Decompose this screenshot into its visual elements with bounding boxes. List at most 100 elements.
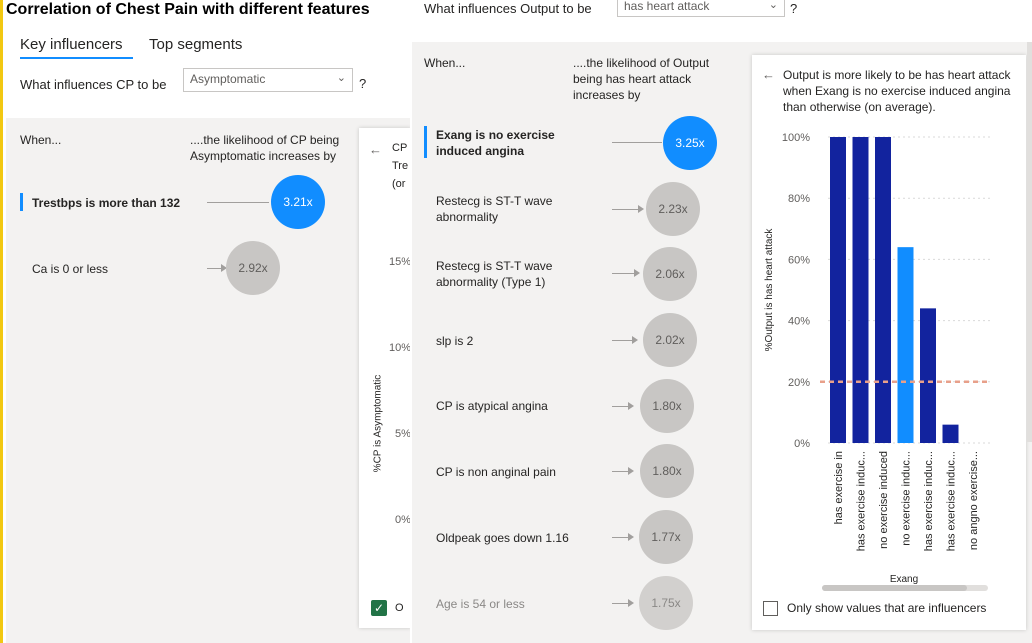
- influencers-area: [6, 118, 410, 643]
- influencer-circle[interactable]: 3.25x: [663, 116, 717, 170]
- arrow-line: [612, 209, 638, 210]
- influencer-circle[interactable]: 1.80x: [640, 379, 694, 433]
- chart-bars: [830, 137, 959, 443]
- selected-indicator: [424, 126, 427, 158]
- influencer-circle[interactable]: 1.77x: [639, 510, 693, 564]
- card-text-line: (or: [392, 178, 406, 190]
- help-icon[interactable]: ?: [359, 76, 367, 91]
- back-arrow-icon[interactable]: ←: [369, 142, 382, 157]
- question-label: What influences Output to be: [424, 1, 592, 16]
- chevron-down-icon: ⌄: [336, 72, 346, 84]
- influencer-label[interactable]: CP is non anginal pain: [436, 465, 556, 479]
- bar[interactable]: [897, 247, 914, 443]
- output-value-dropdown[interactable]: has heart attack ⌄: [617, 0, 785, 17]
- influencer-circle[interactable]: 3.21x: [271, 175, 325, 229]
- left-visual: Correlation of Chest Pain with different…: [0, 0, 410, 643]
- chart-scroll-thumb[interactable]: [822, 585, 967, 591]
- tab-top-segments[interactable]: Top segments: [149, 36, 243, 53]
- influencer-label[interactable]: Ca is 0 or less: [32, 262, 109, 276]
- x-tick-label: has exercise in: [833, 451, 845, 524]
- likelihood-header: ....the likelihood of CP being Asymptoma…: [190, 133, 340, 163]
- y-tick-label: 60%: [788, 254, 810, 266]
- arrow-head-icon: [221, 264, 227, 272]
- x-tick-label: has exercise induc...: [856, 451, 868, 551]
- bar[interactable]: [852, 137, 869, 443]
- influencers-only-checkbox[interactable]: [763, 601, 778, 616]
- when-header: When...: [20, 133, 62, 147]
- cp-value-dropdown[interactable]: Asymptomatic ⌄: [183, 68, 353, 92]
- influencer-circle[interactable]: 2.02x: [643, 313, 697, 367]
- likelihood-header: ....the likelihood of Output being has h…: [573, 56, 710, 102]
- left-detail-card: ← CP Tre (or 15% 10% 5% 0% %CP is Asympt…: [359, 128, 410, 628]
- panel-scrollbar[interactable]: [1027, 42, 1032, 442]
- arrow-line: [612, 537, 628, 538]
- influencer-label[interactable]: Age is 54 or less: [436, 597, 525, 611]
- bar[interactable]: [942, 424, 959, 443]
- tab-underline: [20, 57, 133, 59]
- arrow-line: [612, 273, 634, 274]
- back-arrow-icon[interactable]: ←: [762, 67, 775, 82]
- influencer-label[interactable]: Trestbps is more than 132: [32, 196, 181, 210]
- y-axis-label: %Output is has heart attack: [764, 228, 775, 352]
- arrow-line: [207, 202, 269, 203]
- x-axis-label: Exang: [890, 574, 918, 585]
- influencer-label[interactable]: Exang is no exercise induced angina: [436, 128, 555, 158]
- arrow-head-icon: [628, 402, 634, 410]
- y-tick-label: 10%: [389, 342, 410, 354]
- influencer-circle[interactable]: 2.92x: [226, 241, 280, 295]
- influencer-label[interactable]: Restecg is ST-T wave abnormality: [436, 194, 553, 224]
- y-tick-label: 80%: [788, 193, 810, 205]
- chevron-down-icon: ⌄: [768, 0, 778, 11]
- influencer-circle[interactable]: 2.23x: [646, 182, 700, 236]
- influencer-label[interactable]: Oldpeak goes down 1.16: [436, 531, 569, 545]
- detail-bar-chart: 0% 20% 40% 60% 80% 100% has exercise in has ex…: [764, 132, 992, 585]
- x-tick-label: has exercise induc...: [923, 451, 935, 551]
- influencer-label[interactable]: Restecg is ST-T wave abnormality (Type 1…: [436, 259, 553, 289]
- y-tick-label: 100%: [782, 132, 810, 144]
- arrow-head-icon: [628, 467, 634, 475]
- help-icon[interactable]: ?: [790, 1, 798, 16]
- arrow-line: [207, 268, 221, 269]
- arrow-line: [612, 603, 628, 604]
- y-tick-label: 0%: [794, 438, 810, 450]
- influencer-label[interactable]: slp is 2: [436, 334, 474, 348]
- influencer-circle[interactable]: 1.80x: [640, 444, 694, 498]
- arrow-head-icon: [634, 269, 640, 277]
- checkbox-checked[interactable]: ✓: [371, 600, 387, 616]
- arrow-line: [612, 142, 662, 143]
- dropdown-value: has heart attack: [624, 0, 710, 13]
- bar[interactable]: [875, 137, 891, 443]
- x-tick-label: no exercise induced: [878, 451, 890, 549]
- page-title: Correlation of Chest Pain with different…: [6, 1, 370, 18]
- influencer-circle[interactable]: 1.75x: [639, 576, 693, 630]
- question-label: What influences CP to be: [20, 77, 167, 92]
- arrow-head-icon: [628, 599, 634, 607]
- y-axis-ticks: 0% 20% 40% 60% 80% 100%: [782, 132, 810, 450]
- arrow-head-icon: [638, 205, 644, 213]
- bar[interactable]: [830, 137, 846, 443]
- y-tick-label: 0%: [395, 514, 410, 526]
- y-axis-label: %CP is Asymptomatic: [372, 374, 384, 473]
- checkbox-label: Only show values that are influencers: [787, 601, 987, 615]
- arrow-line: [612, 406, 628, 407]
- y-tick-label: 40%: [788, 316, 810, 328]
- when-header: When...: [424, 56, 466, 70]
- arrow-line: [612, 471, 628, 472]
- selected-indicator: [20, 193, 23, 211]
- tab-key-influencers[interactable]: Key influencers: [20, 36, 123, 53]
- card-text-line: Tre: [392, 160, 409, 172]
- card-text-line: CP: [392, 142, 408, 154]
- x-tick-label: no angno exercise...: [968, 451, 980, 550]
- y-axis-label-holder: %CP is Asymptomatic: [371, 375, 385, 473]
- x-tick-label: no exercise induc...: [901, 451, 913, 546]
- bar[interactable]: [920, 308, 936, 443]
- checkbox-label: O: [395, 602, 404, 614]
- arrow-line: [612, 340, 632, 341]
- x-tick-label: has exercise induc...: [946, 451, 958, 551]
- y-tick-label: 5%: [395, 428, 410, 440]
- influencer-label[interactable]: CP is atypical angina: [436, 399, 548, 413]
- arrow-head-icon: [628, 533, 634, 541]
- influencer-circle[interactable]: 2.06x: [643, 247, 697, 301]
- dropdown-value: Asymptomatic: [190, 72, 266, 86]
- y-tick-label: 20%: [788, 377, 810, 389]
